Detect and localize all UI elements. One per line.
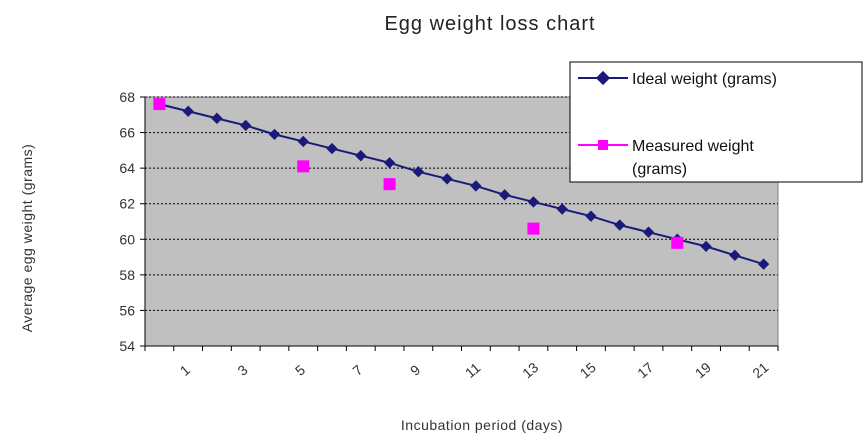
- y-tick-label: 62: [119, 196, 135, 212]
- x-tick-label: 3: [234, 361, 250, 378]
- data-point-ideal: [441, 173, 453, 185]
- legend: Ideal weight (grams) Measured weight (gr…: [569, 61, 863, 183]
- data-point-ideal: [499, 189, 511, 201]
- y-tick-label: 58: [119, 267, 135, 283]
- x-tick-label: 5: [292, 361, 308, 378]
- data-point-ideal: [470, 180, 482, 192]
- legend-measured-label-line1: Measured weight: [632, 138, 754, 155]
- series-line-0: [159, 103, 764, 266]
- legend-box: [569, 61, 863, 183]
- x-tick-label: 13: [519, 359, 541, 381]
- x-tick-label: 1: [177, 361, 193, 378]
- y-tick-label: 56: [119, 302, 135, 318]
- data-point-ideal: [700, 240, 712, 253]
- data-point-ideal: [614, 219, 626, 231]
- data-point-ideal: [527, 196, 540, 208]
- x-tick-label: 9: [407, 361, 423, 378]
- y-tick-label: 68: [119, 89, 135, 105]
- data-point-ideal: [383, 157, 396, 169]
- x-tick-label: 19: [692, 359, 714, 381]
- legend-ideal-marker: [595, 70, 611, 86]
- data-point-measured: [153, 98, 166, 111]
- data-point-measured: [297, 160, 310, 173]
- legend-ideal-label: Ideal weight (grams): [632, 71, 777, 88]
- data-point-measured: [671, 236, 684, 249]
- data-point-ideal: [585, 210, 597, 222]
- x-tick-label: 21: [749, 359, 771, 381]
- chart-title: Egg weight loss chart: [384, 13, 595, 35]
- y-tick-label: 54: [119, 338, 135, 354]
- y-tick-label: 66: [119, 125, 135, 141]
- data-point-ideal: [556, 203, 568, 215]
- data-point-ideal: [326, 142, 338, 155]
- axes: [140, 96, 779, 351]
- x-tick-label: 7: [349, 361, 365, 378]
- data-point-measured: [527, 222, 540, 235]
- gridlines: [145, 96, 778, 311]
- y-tick-label: 60: [119, 231, 135, 247]
- x-axis-title: Incubation period (days): [401, 417, 563, 433]
- legend-measured-label-line2: (grams): [632, 161, 687, 178]
- y-axis-title: Average egg weight (grams): [19, 144, 35, 333]
- x-tick-label: 15: [577, 359, 599, 381]
- y-tick-label: 64: [119, 160, 135, 176]
- data-point-measured: [383, 178, 396, 191]
- x-tick-label: 11: [462, 359, 484, 381]
- series: [153, 98, 770, 270]
- data-point-ideal: [268, 128, 281, 141]
- data-point-ideal: [729, 249, 741, 261]
- data-point-ideal: [412, 166, 424, 178]
- legend-measured-marker: [598, 140, 608, 150]
- x-tick-label: 17: [634, 359, 656, 381]
- data-point-ideal: [642, 226, 655, 238]
- data-point-ideal: [297, 135, 309, 148]
- data-point-ideal: [355, 150, 367, 162]
- data-point-ideal: [757, 258, 770, 270]
